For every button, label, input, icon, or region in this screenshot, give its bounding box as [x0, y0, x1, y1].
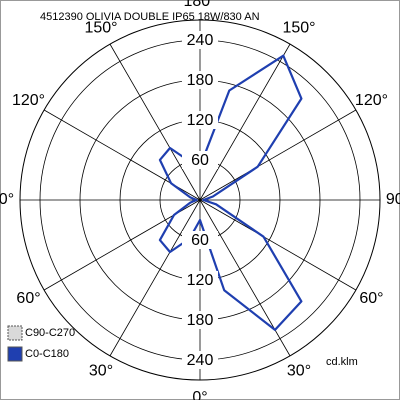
- radial-tick-label: 240: [187, 32, 214, 49]
- label-bg: [182, 111, 218, 129]
- radial-tick-label: 120: [187, 112, 214, 129]
- angle-tick-label: 0°: [192, 389, 207, 400]
- label-bg: [182, 31, 218, 49]
- chart-title: 4512390 OLIVIA DOUBLE IP65 18W/830 AN: [40, 11, 260, 23]
- radial-tick-label: 180: [187, 72, 214, 89]
- radial-tick-label: 60: [191, 232, 209, 249]
- unit-label: cd.klm: [326, 356, 358, 368]
- grid-spoke: [109, 43, 201, 201]
- grid-spoke: [199, 109, 357, 201]
- label-bg: [182, 351, 218, 369]
- radial-tick-label: 180: [187, 312, 214, 329]
- angle-tick-label: 60°: [16, 290, 40, 307]
- legend-swatch: [7, 325, 23, 341]
- curves: [158, 54, 303, 331]
- label-bg: [182, 151, 218, 169]
- angle-tick-label: 150°: [282, 20, 315, 37]
- radial-tick-label: 60: [191, 152, 209, 169]
- label-bg: [182, 71, 218, 89]
- angle-tick-label: 30°: [89, 363, 113, 380]
- angle-tick-label: 180°: [183, 0, 216, 10]
- intensity-curve: [158, 54, 303, 331]
- label-bg: [182, 231, 218, 249]
- angle-tick-label: 30°: [287, 363, 311, 380]
- label-bg: [182, 311, 218, 329]
- angle-tick-label: 90°: [386, 191, 400, 208]
- legend-swatch: [7, 346, 23, 362]
- radial-tick-label: 240: [187, 352, 214, 369]
- grid-spoke: [109, 199, 201, 357]
- angle-tick-label: 150°: [84, 20, 117, 37]
- grid-spoke: [199, 43, 291, 201]
- label-bg: [182, 271, 218, 289]
- grid: [19, 19, 381, 381]
- angle-tick-label: 120°: [12, 92, 45, 109]
- angle-tick-label: 120°: [355, 92, 388, 109]
- angle-tick-label: 90°: [0, 191, 14, 208]
- legend-label: C0-C180: [25, 348, 69, 360]
- radial-tick-label: 120: [187, 272, 214, 289]
- angle-tick-label: 60°: [359, 290, 383, 307]
- grid-spoke: [199, 199, 357, 291]
- legend-label: C90-C270: [25, 327, 75, 339]
